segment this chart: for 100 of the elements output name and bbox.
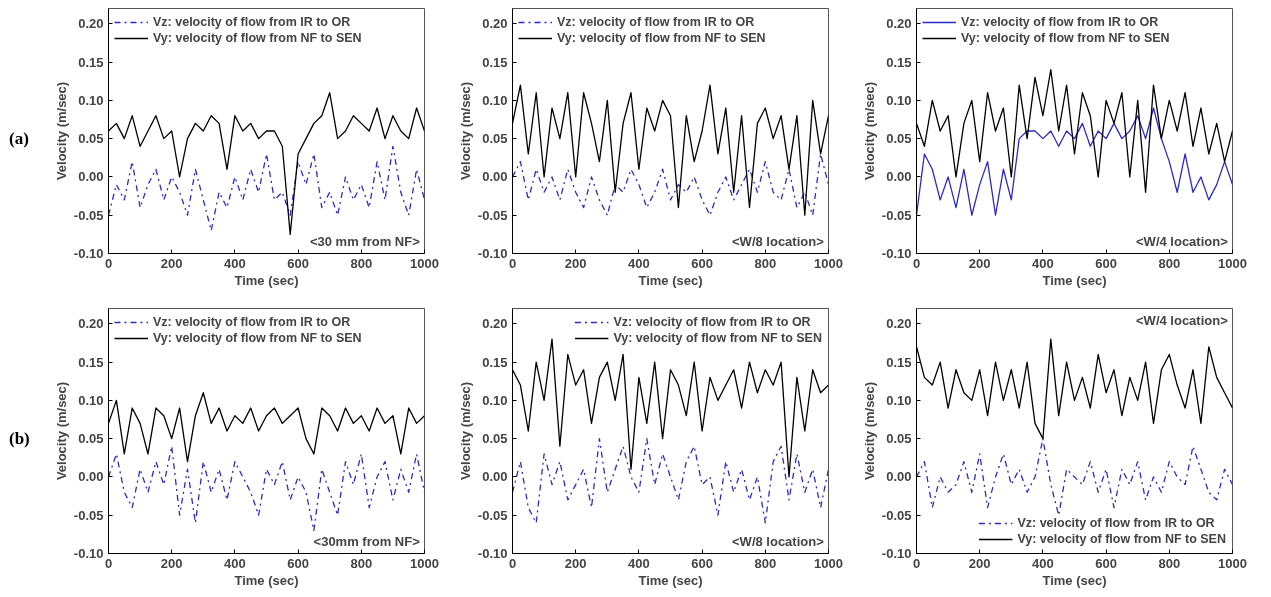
y-axis-title: Velocity (m/sec) — [457, 381, 473, 481]
annotation: <W/4 location> — [1136, 233, 1229, 249]
legend-label: Vz: velocity of flow from IR to OR — [961, 14, 1159, 30]
y-tick-label: -0.05 — [477, 207, 508, 223]
legend-label: Vy: velocity of flow from NF to SEN — [961, 30, 1170, 46]
x-tick-label: 200 — [968, 255, 991, 271]
y-tick-label: 0.10 — [78, 392, 104, 408]
y-tick-label: -0.10 — [477, 546, 508, 561]
y-tick-label: 0.15 — [482, 54, 508, 70]
x-axis-title: Time (sec) — [234, 272, 299, 288]
y-tick-label: 0.00 — [78, 469, 104, 485]
x-tick-label: 0 — [912, 555, 921, 571]
legend-label: Vz: velocity of flow from IR to OR — [153, 14, 351, 30]
x-tick-label: 200 — [160, 255, 183, 271]
x-tick-label: 0 — [508, 555, 517, 571]
legend-label: Vz: velocity of flow from IR to OR — [613, 314, 811, 330]
x-tick-label: 600 — [691, 555, 713, 571]
y-tick-label: 0.00 — [482, 469, 508, 485]
x-tick-label: 600 — [1095, 255, 1117, 271]
x-tick-label: 800 — [1158, 555, 1181, 571]
y-tick-label: 0.10 — [78, 92, 104, 108]
y-tick-label: -0.10 — [73, 246, 104, 261]
legend-label: Vz: velocity of flow from IR to OR — [557, 14, 755, 30]
x-tick-label: 0 — [104, 255, 113, 271]
y-tick-label: 0.00 — [886, 469, 912, 485]
x-tick-label: 400 — [224, 555, 246, 571]
y-tick-label: -0.10 — [73, 546, 104, 561]
y-tick-label: 0.10 — [886, 92, 912, 108]
y-tick-label: 0.10 — [482, 392, 508, 408]
line-series — [108, 445, 425, 532]
x-axis-title: Time (sec) — [1042, 572, 1107, 588]
legend-label: Vy: velocity of flow from NF to SEN — [153, 30, 362, 46]
x-tick-label: 600 — [1095, 555, 1117, 571]
x-tick-label: 400 — [224, 255, 246, 271]
y-tick-label: 0.05 — [886, 431, 912, 447]
y-tick-label: -0.10 — [477, 246, 508, 261]
x-tick-label: 1000 — [1218, 255, 1247, 271]
x-tick-label: 400 — [628, 255, 650, 271]
legend-label: Vy: velocity of flow from NF to SEN — [613, 330, 822, 346]
annotation: <30 mm from NF> — [309, 233, 421, 249]
y-tick-label: 0.10 — [886, 392, 912, 408]
legend-label: Vy: velocity of flow from NF to SEN — [557, 30, 766, 46]
x-tick-label: 400 — [628, 555, 650, 571]
x-tick-label: 1000 — [410, 255, 439, 271]
y-tick-label: 0.05 — [78, 131, 104, 147]
y-axis-title: Velocity (m/sec) — [861, 381, 877, 481]
legend-label: Vy: velocity of flow from NF to SEN — [1017, 531, 1226, 547]
y-tick-label: 0.00 — [482, 169, 508, 185]
x-axis-title: Time (sec) — [234, 572, 299, 588]
legend-label: Vz: velocity of flow from IR to OR — [1017, 515, 1215, 531]
x-tick-label: 1000 — [410, 555, 439, 571]
x-tick-label: 200 — [160, 555, 183, 571]
x-tick-label: 800 — [350, 555, 373, 571]
annotation: <W/8 location> — [732, 533, 825, 549]
y-tick-label: 0.20 — [886, 316, 912, 332]
y-tick-label: -0.05 — [881, 507, 912, 523]
legend-label: Vz: velocity of flow from IR to OR — [153, 314, 351, 330]
x-tick-label: 800 — [754, 255, 777, 271]
y-axis-title: Velocity (m/sec) — [457, 81, 473, 181]
y-tick-label: 0.05 — [886, 131, 912, 147]
x-tick-label: 600 — [287, 255, 309, 271]
y-tick-label: 0.15 — [886, 54, 912, 70]
y-tick-label: -0.10 — [881, 546, 912, 561]
y-tick-label: -0.05 — [73, 207, 104, 223]
x-tick-label: 0 — [104, 555, 113, 571]
y-tick-label: -0.05 — [477, 507, 508, 523]
y-tick-label: 0.20 — [886, 16, 912, 32]
y-tick-label: 0.00 — [78, 169, 104, 185]
y-tick-label: 0.15 — [78, 54, 104, 70]
line-series — [916, 438, 1233, 516]
line-series — [916, 107, 1233, 216]
x-tick-label: 200 — [564, 255, 587, 271]
y-axis-title: Velocity (m/sec) — [53, 81, 69, 181]
y-tick-label: -0.10 — [881, 246, 912, 261]
line-series — [512, 438, 829, 524]
x-tick-label: 400 — [1032, 555, 1054, 571]
annotation: <30mm from NF> — [313, 533, 421, 549]
y-tick-label: 0.05 — [482, 431, 508, 447]
x-axis-title: Time (sec) — [638, 272, 703, 288]
x-tick-label: 1000 — [814, 255, 843, 271]
text: (a) — [9, 128, 29, 150]
y-tick-label: 0.10 — [482, 92, 508, 108]
annotation: <W/8 location> — [732, 233, 825, 249]
x-tick-label: 600 — [287, 555, 309, 571]
y-tick-label: -0.05 — [73, 507, 104, 523]
x-tick-label: 200 — [968, 555, 991, 571]
x-tick-label: 600 — [691, 255, 713, 271]
annotation: <W/4 location> — [1136, 313, 1229, 329]
y-axis-title: Velocity (m/sec) — [53, 381, 69, 481]
x-tick-label: 1000 — [814, 555, 843, 571]
x-tick-label: 0 — [508, 255, 517, 271]
x-tick-label: 400 — [1032, 255, 1054, 271]
x-axis-title: Time (sec) — [638, 572, 703, 588]
y-tick-label: 0.20 — [78, 316, 104, 332]
y-tick-label: 0.20 — [482, 16, 508, 32]
x-tick-label: 1000 — [1218, 555, 1247, 571]
x-tick-label: 800 — [350, 255, 373, 271]
x-tick-label: 0 — [912, 255, 921, 271]
y-tick-label: 0.20 — [482, 316, 508, 332]
y-tick-label: 0.15 — [78, 354, 104, 370]
